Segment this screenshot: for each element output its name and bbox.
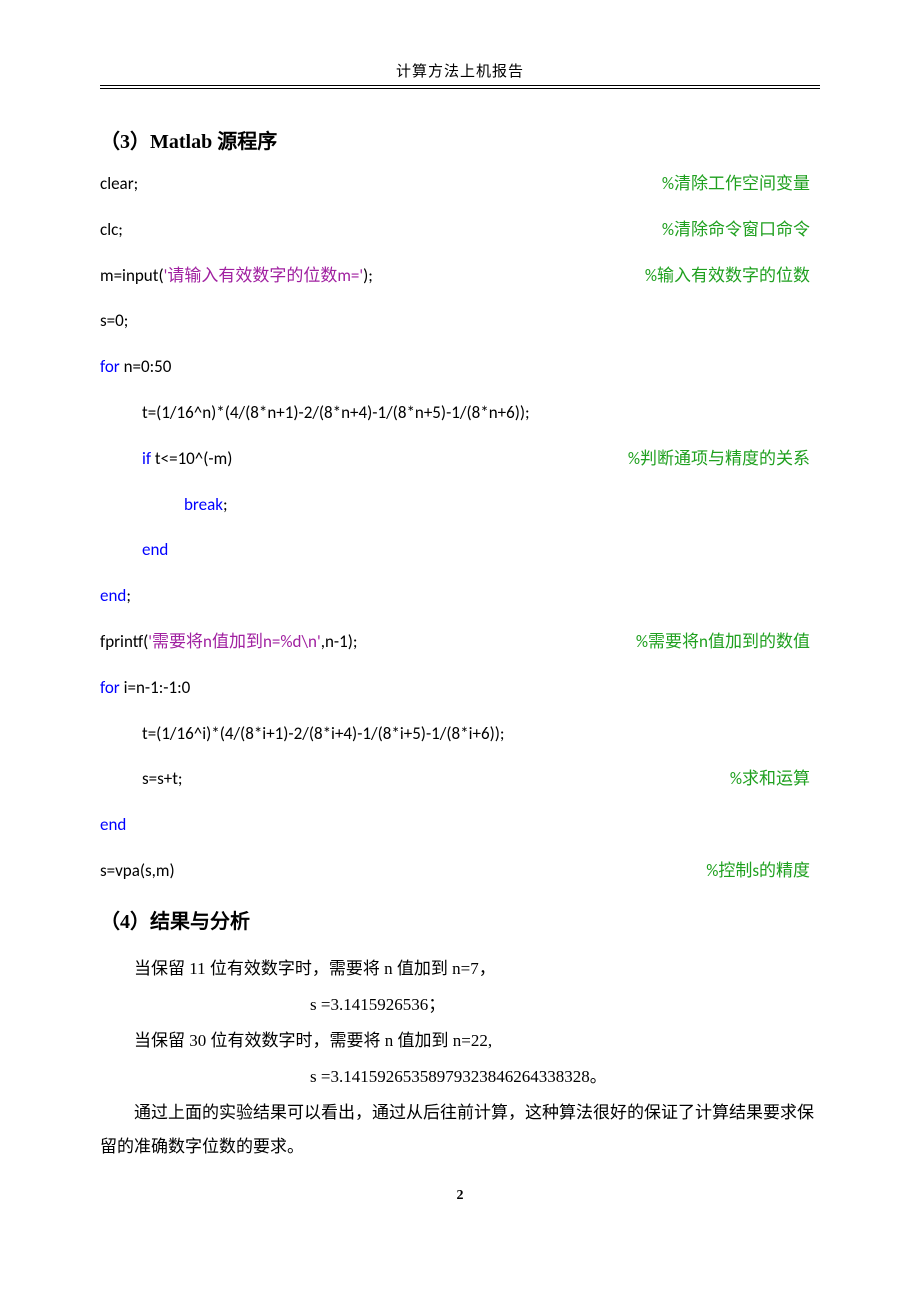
code-string: '需要将n值加到n=%d\n' — [148, 631, 320, 652]
code-text: for i=n-1:-1:0 — [100, 676, 190, 700]
result-p2: s =3.1415926536； — [100, 988, 820, 1022]
code-frag: ; — [126, 585, 131, 606]
code-text: s=0; — [100, 309, 128, 333]
code-text: break; — [184, 493, 228, 517]
section-4-heading: （4）结果与分析 — [100, 905, 820, 934]
code-keyword: for — [100, 356, 120, 377]
code-line-10: end; — [100, 584, 820, 608]
section-3-heading: （3）Matlab 源程序 — [100, 125, 820, 154]
code-comment: %控制s的精度 — [706, 859, 820, 883]
code-line-7: if t<=10^(-m) %判断通项与精度的关系 — [100, 447, 820, 471]
code-text: if t<=10^(-m) — [142, 447, 232, 471]
code-text: t=(1/16^n)*(4/(8*n+1)-2/(8*n+4)-1/(8*n+5… — [142, 401, 530, 425]
result-p3: 当保留 30 位有效数字时，需要将 n 值加到 n=22, — [100, 1024, 820, 1058]
code-frag: fprintf( — [100, 631, 148, 652]
code-frag: ,n-1); — [321, 631, 358, 652]
code-line-4: s=0; — [100, 309, 820, 333]
code-comment: %需要将n值加到的数值 — [636, 630, 820, 654]
code-comment: %输入有效数字的位数 — [645, 264, 820, 288]
code-line-15: end — [100, 813, 820, 837]
code-text: m=input('请输入有效数字的位数m='); — [100, 264, 373, 288]
code-string: '请输入有效数字的位数m=' — [164, 265, 364, 286]
code-line-5: for n=0:50 — [100, 355, 820, 379]
code-text: s=s+t; — [142, 767, 182, 791]
page-header-title: 计算方法上机报告 — [100, 60, 820, 86]
code-text: for n=0:50 — [100, 355, 171, 379]
code-keyword: end — [142, 538, 168, 562]
code-line-3: m=input('请输入有效数字的位数m='); %输入有效数字的位数 — [100, 264, 820, 288]
code-line-1: clear; %清除工作空间变量 — [100, 172, 820, 196]
code-comment: %清除命令窗口命令 — [662, 218, 820, 242]
code-text: clc; — [100, 218, 123, 242]
code-line-14: s=s+t; %求和运算 — [100, 767, 820, 791]
code-frag: t<=10^(-m) — [151, 448, 232, 469]
code-comment: %求和运算 — [730, 767, 820, 791]
code-keyword: end — [100, 585, 126, 606]
code-line-16: s=vpa(s,m) %控制s的精度 — [100, 859, 820, 883]
code-keyword: end — [100, 813, 126, 837]
result-p4: s =3.14159265358979323846264338328。 — [100, 1060, 820, 1094]
code-text: t=(1/16^i)*(4/(8*i+1)-2/(8*i+4)-1/(8*i+5… — [142, 722, 504, 746]
code-text: end; — [100, 584, 131, 608]
code-keyword: break — [184, 494, 223, 515]
result-p1: 当保留 11 位有效数字时，需要将 n 值加到 n=7， — [100, 952, 820, 986]
code-frag: n=0:50 — [120, 356, 172, 377]
code-line-9: end — [100, 538, 820, 562]
code-line-6: t=(1/16^n)*(4/(8*n+1)-2/(8*n+4)-1/(8*n+5… — [100, 401, 820, 425]
code-text: fprintf('需要将n值加到n=%d\n',n-1); — [100, 630, 357, 654]
code-frag: i=n-1:-1:0 — [120, 677, 191, 698]
code-line-12: for i=n-1:-1:0 — [100, 676, 820, 700]
page-number: 2 — [100, 1188, 820, 1204]
result-p5: 通过上面的实验结果可以看出，通过从后往前计算，这种算法很好的保证了计算结果要求保… — [100, 1096, 820, 1164]
code-text: s=vpa(s,m) — [100, 859, 175, 883]
code-keyword: if — [142, 448, 151, 469]
code-comment: %判断通项与精度的关系 — [628, 447, 820, 471]
code-frag: ); — [363, 265, 373, 286]
header-double-underline — [100, 88, 820, 89]
code-line-2: clc; %清除命令窗口命令 — [100, 218, 820, 242]
code-frag: ; — [223, 494, 228, 515]
code-frag: m=input( — [100, 265, 164, 286]
code-keyword: for — [100, 677, 120, 698]
code-line-8: break; — [100, 493, 820, 517]
code-line-13: t=(1/16^i)*(4/(8*i+1)-2/(8*i+4)-1/(8*i+5… — [100, 722, 820, 746]
code-comment: %清除工作空间变量 — [662, 172, 820, 196]
code-text: clear; — [100, 172, 138, 196]
code-line-11: fprintf('需要将n值加到n=%d\n',n-1); %需要将n值加到的数… — [100, 630, 820, 654]
